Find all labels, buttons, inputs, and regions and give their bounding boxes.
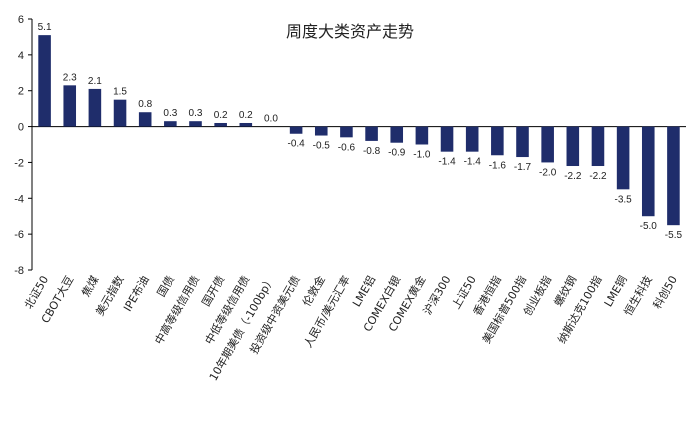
bar xyxy=(465,126,479,152)
bar xyxy=(189,121,202,127)
bar xyxy=(63,85,77,127)
data-label: -0.9 xyxy=(388,148,406,159)
data-label: 0.3 xyxy=(163,108,177,119)
bar xyxy=(415,126,429,145)
data-label: 1.5 xyxy=(113,87,127,98)
bar xyxy=(88,88,102,127)
bar xyxy=(616,126,630,190)
data-label: -2.2 xyxy=(564,171,582,182)
data-label: 0.2 xyxy=(239,110,253,121)
y-tick-label: -8 xyxy=(14,265,24,277)
bar xyxy=(541,126,554,163)
bar xyxy=(667,126,680,226)
data-label: -0.5 xyxy=(313,141,331,152)
data-label: 2.3 xyxy=(63,72,77,83)
data-label: -1.4 xyxy=(438,157,456,168)
bar xyxy=(390,126,404,143)
chart-title: 周度大类资产走势 xyxy=(286,22,414,41)
data-label: -1.4 xyxy=(464,157,482,168)
data-label: 2.1 xyxy=(88,76,102,87)
y-tick-label: -2 xyxy=(14,157,24,169)
bar xyxy=(491,126,504,156)
bar xyxy=(138,112,152,127)
bar xyxy=(641,126,655,217)
data-label: 0.2 xyxy=(214,110,228,121)
bar xyxy=(214,122,227,127)
data-label: -5.0 xyxy=(640,221,658,232)
bar xyxy=(340,126,353,138)
data-label: 0.3 xyxy=(189,108,203,119)
data-label: -2.2 xyxy=(589,171,607,182)
data-label: -0.4 xyxy=(287,139,305,150)
category-label: 焦煤 xyxy=(79,274,101,300)
data-label: -3.5 xyxy=(614,194,632,205)
bar xyxy=(314,126,328,136)
data-label: -1.0 xyxy=(413,150,431,161)
bars xyxy=(38,35,680,226)
data-label: -2.0 xyxy=(539,167,557,178)
data-label: 0.0 xyxy=(264,114,278,125)
y-tick-label: -4 xyxy=(14,193,24,205)
data-label: -0.8 xyxy=(363,146,381,157)
bar xyxy=(440,126,454,152)
bar xyxy=(566,126,580,167)
data-label: -0.6 xyxy=(338,142,356,153)
data-label: -1.6 xyxy=(489,160,507,171)
data-label: 5.1 xyxy=(38,22,52,33)
y-tick-label: 4 xyxy=(18,50,24,62)
y-tick-label: -6 xyxy=(14,229,24,241)
data-label: 0.8 xyxy=(138,99,152,110)
data-label: -1.7 xyxy=(514,162,532,173)
y-tick-label: 6 xyxy=(18,14,24,26)
y-tick-label: 0 xyxy=(18,122,24,134)
bar xyxy=(516,126,529,158)
category-label: 国债 xyxy=(154,273,177,299)
bar xyxy=(365,126,378,141)
category-label: 科创50 xyxy=(650,273,680,311)
bar xyxy=(239,122,253,127)
data-label: -5.5 xyxy=(665,230,683,241)
bar xyxy=(289,126,303,134)
bar xyxy=(113,99,127,127)
y-tick-label: 2 xyxy=(18,86,24,98)
data-labels: 5.1 2.3 2.1 1.5 0.8 0.3 0.3 0.2 0.2 0.0 -0.4 -0.5 -0… xyxy=(38,22,683,241)
bar xyxy=(164,121,177,127)
category-label: 人民币/美元汇率 xyxy=(301,273,353,350)
bar xyxy=(591,126,605,167)
bar xyxy=(38,35,51,127)
